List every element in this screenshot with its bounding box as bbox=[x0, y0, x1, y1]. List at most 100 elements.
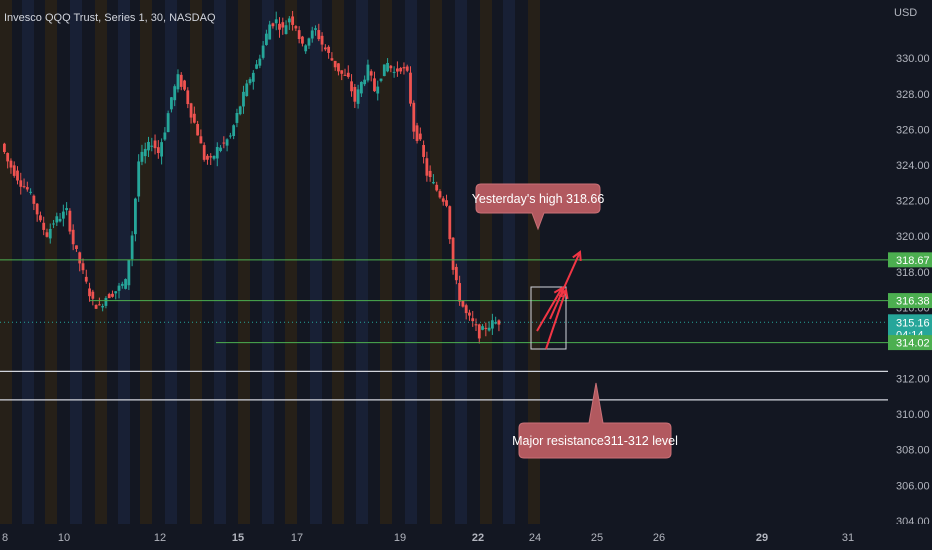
candle-body[interactable] bbox=[428, 170, 432, 178]
candle-body[interactable] bbox=[359, 81, 363, 94]
candle-body[interactable] bbox=[192, 113, 196, 123]
candle-body[interactable] bbox=[330, 58, 334, 61]
candle-body[interactable] bbox=[255, 64, 258, 69]
candle-body[interactable] bbox=[274, 19, 278, 24]
candle-body[interactable] bbox=[48, 228, 52, 239]
candle-body[interactable] bbox=[104, 297, 108, 306]
candle-body[interactable] bbox=[337, 63, 340, 72]
candle-body[interactable] bbox=[454, 266, 458, 281]
candle-body[interactable] bbox=[88, 288, 91, 297]
candle-body[interactable] bbox=[386, 62, 389, 72]
candle-body[interactable] bbox=[435, 184, 439, 191]
candle-body[interactable] bbox=[412, 102, 416, 132]
candle-body[interactable] bbox=[405, 66, 409, 71]
candle-body[interactable] bbox=[212, 155, 216, 159]
candle-body[interactable] bbox=[487, 327, 491, 331]
candle-body[interactable] bbox=[127, 260, 131, 286]
candle-body[interactable] bbox=[111, 293, 114, 297]
candle-body[interactable] bbox=[497, 320, 501, 325]
candle-body[interactable] bbox=[9, 160, 13, 168]
candle-body[interactable] bbox=[343, 74, 347, 76]
candle-body[interactable] bbox=[179, 74, 183, 87]
candle-body[interactable] bbox=[287, 18, 291, 23]
candle-body[interactable] bbox=[366, 64, 370, 81]
candle-body[interactable] bbox=[396, 68, 399, 72]
candle-body[interactable] bbox=[310, 30, 314, 39]
candle-body[interactable] bbox=[317, 30, 321, 40]
candle-body[interactable] bbox=[143, 148, 147, 157]
candle-body[interactable] bbox=[369, 71, 373, 76]
candle-body[interactable] bbox=[323, 47, 327, 50]
candle-body[interactable] bbox=[55, 216, 59, 223]
candle-body[interactable] bbox=[333, 60, 337, 68]
candle-body[interactable] bbox=[183, 80, 186, 90]
candle-body[interactable] bbox=[16, 170, 19, 181]
candle-body[interactable] bbox=[235, 113, 239, 123]
candle-body[interactable] bbox=[471, 318, 475, 322]
callout-major-resistance[interactable]: Major resistance311-312 level bbox=[512, 382, 678, 459]
candle-body[interactable] bbox=[97, 304, 101, 306]
candle-body[interactable] bbox=[382, 64, 386, 77]
candle-body[interactable] bbox=[196, 124, 200, 136]
candle-body[interactable] bbox=[261, 45, 265, 58]
candle-body[interactable] bbox=[215, 146, 219, 159]
candle-body[interactable] bbox=[202, 145, 206, 160]
candle-body[interactable] bbox=[147, 141, 150, 151]
candle-body[interactable] bbox=[150, 145, 154, 147]
projection-drawing[interactable] bbox=[530, 250, 582, 350]
candle-body[interactable] bbox=[441, 198, 445, 202]
candle-body[interactable] bbox=[464, 305, 468, 314]
candle-body[interactable] bbox=[356, 89, 360, 104]
candle-body[interactable] bbox=[245, 83, 249, 97]
candle-body[interactable] bbox=[445, 200, 448, 206]
candle-body[interactable] bbox=[107, 294, 111, 299]
candle-body[interactable] bbox=[238, 106, 242, 115]
candle-body[interactable] bbox=[75, 245, 78, 250]
candle-body[interactable] bbox=[228, 135, 232, 137]
candle-body[interactable] bbox=[350, 81, 353, 92]
candle-body[interactable] bbox=[340, 70, 344, 74]
candle-body[interactable] bbox=[91, 291, 95, 299]
candle-body[interactable] bbox=[314, 28, 317, 30]
candle-body[interactable] bbox=[284, 25, 288, 35]
candle-body[interactable] bbox=[307, 38, 311, 46]
candle-body[interactable] bbox=[379, 78, 383, 81]
projection-rectangle[interactable] bbox=[530, 286, 567, 350]
callout-yesterday-high[interactable]: Yesterday's high 318.66 bbox=[472, 183, 605, 231]
candle-body[interactable] bbox=[35, 203, 39, 215]
candle-body[interactable] bbox=[451, 237, 455, 270]
horizontal-levels[interactable] bbox=[0, 259, 888, 401]
candle-body[interactable] bbox=[425, 158, 429, 176]
candle-body[interactable] bbox=[291, 16, 294, 25]
candle-body[interactable] bbox=[327, 46, 331, 53]
candle-body[interactable] bbox=[494, 322, 498, 324]
candle-body[interactable] bbox=[219, 147, 222, 151]
candle-body[interactable] bbox=[160, 142, 163, 157]
candle-body[interactable] bbox=[461, 300, 465, 307]
candle-body[interactable] bbox=[304, 45, 308, 52]
candle-body[interactable] bbox=[392, 71, 396, 73]
candle-body[interactable] bbox=[134, 198, 137, 235]
callout-yesterday-high-shape[interactable] bbox=[475, 183, 601, 231]
candle-body[interactable] bbox=[71, 229, 75, 245]
candle-body[interactable] bbox=[42, 222, 46, 230]
candle-body[interactable] bbox=[189, 103, 193, 118]
candle-body[interactable] bbox=[140, 151, 144, 162]
candle-body[interactable] bbox=[225, 139, 229, 146]
candle-body[interactable] bbox=[78, 252, 82, 264]
candle-body[interactable] bbox=[258, 58, 262, 66]
candle-body[interactable] bbox=[206, 155, 209, 160]
candle-body[interactable] bbox=[29, 191, 32, 193]
candle-body[interactable] bbox=[61, 211, 65, 219]
candle-body[interactable] bbox=[373, 78, 376, 92]
candle-body[interactable] bbox=[422, 145, 425, 157]
candle-body[interactable] bbox=[448, 206, 452, 240]
candle-body[interactable] bbox=[199, 136, 203, 144]
candle-body[interactable] bbox=[176, 74, 180, 90]
candle-body[interactable] bbox=[242, 91, 245, 107]
candle-body[interactable] bbox=[19, 180, 23, 187]
candle-body[interactable] bbox=[222, 142, 226, 144]
candle-body[interactable] bbox=[477, 324, 481, 339]
candle-body[interactable] bbox=[156, 147, 160, 154]
candle-body[interactable] bbox=[468, 312, 471, 316]
